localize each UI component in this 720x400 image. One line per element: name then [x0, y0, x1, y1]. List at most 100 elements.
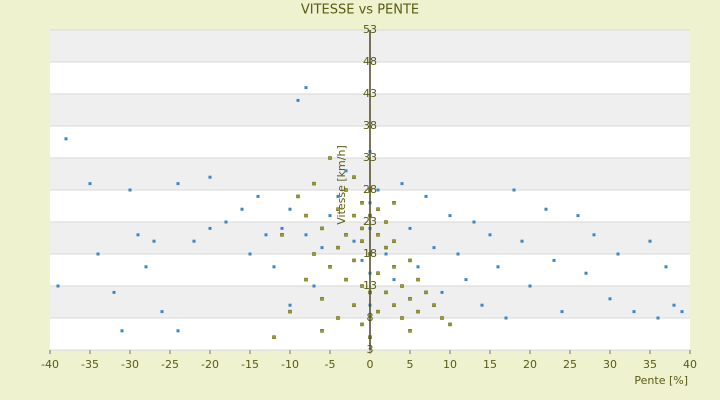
point [304, 233, 308, 237]
point [488, 233, 492, 237]
point [360, 258, 364, 262]
point [472, 220, 476, 224]
point [544, 207, 548, 211]
point [664, 265, 668, 269]
point [320, 297, 324, 301]
point [408, 297, 412, 301]
point [288, 309, 292, 314]
x-axis-title: Pente [%] [634, 374, 688, 387]
y-axis-title: Vitesse [km/h] [335, 145, 348, 225]
point [528, 284, 532, 288]
point [352, 258, 356, 263]
point [392, 278, 396, 282]
point [64, 137, 68, 141]
point [448, 214, 452, 218]
point [360, 284, 364, 288]
point [352, 175, 356, 179]
x-tick-label: 30 [603, 358, 617, 371]
point [328, 265, 332, 269]
point [360, 226, 364, 231]
point [224, 220, 228, 224]
point [240, 207, 244, 211]
point [496, 265, 500, 269]
point [176, 329, 180, 333]
point [632, 310, 636, 314]
point [360, 201, 364, 205]
point [272, 265, 276, 269]
point [440, 290, 444, 294]
point [304, 86, 308, 90]
point [392, 201, 396, 205]
x-tick-label: 15 [483, 358, 497, 371]
point [376, 207, 380, 211]
point [584, 271, 588, 275]
point [408, 258, 412, 263]
point [592, 233, 596, 237]
point [128, 188, 132, 192]
x-tick-label: -35 [81, 358, 99, 371]
point [312, 284, 316, 288]
point [112, 290, 116, 294]
point [552, 258, 556, 262]
y-tick-label: 53 [363, 23, 377, 36]
point [96, 252, 100, 256]
x-tick-label: -30 [121, 358, 139, 371]
point [672, 303, 676, 307]
point [288, 303, 292, 307]
x-tick-label: -25 [161, 358, 179, 371]
point [336, 245, 340, 250]
point [680, 310, 684, 314]
point [408, 329, 412, 333]
point [248, 252, 252, 256]
x-tick-label: 20 [523, 358, 537, 371]
x-tick-label: 40 [683, 358, 697, 371]
point [400, 284, 404, 288]
point [416, 265, 420, 269]
point [376, 309, 380, 314]
x-tick-label: 0 [367, 358, 374, 371]
point [616, 252, 620, 256]
point [512, 188, 516, 192]
x-tick-label: -20 [201, 358, 219, 371]
point [336, 316, 340, 320]
point [344, 277, 348, 282]
point [344, 188, 348, 192]
point [432, 303, 436, 307]
point [336, 194, 340, 198]
point [440, 316, 444, 320]
point [312, 252, 316, 256]
point [504, 316, 508, 320]
point [144, 265, 148, 269]
point [320, 226, 324, 231]
point [360, 322, 364, 327]
point [432, 246, 436, 250]
point [272, 335, 276, 339]
point [320, 246, 324, 250]
point [296, 194, 300, 199]
x-tick-label: 5 [407, 358, 414, 371]
point [280, 226, 284, 230]
point [392, 239, 396, 243]
point [296, 98, 300, 102]
point [608, 297, 612, 301]
point [392, 265, 396, 269]
point [56, 284, 60, 288]
point [152, 239, 156, 243]
point [208, 175, 212, 179]
x-tick-label: -10 [281, 358, 299, 371]
x-tick-label: 10 [443, 358, 457, 371]
point [304, 277, 308, 282]
point [352, 213, 356, 218]
point [416, 309, 420, 314]
point [416, 277, 420, 282]
x-tick-label: -40 [41, 358, 59, 371]
point [176, 182, 180, 186]
point [464, 278, 468, 282]
point [256, 194, 260, 198]
point [120, 329, 124, 333]
point [480, 303, 484, 307]
point [160, 310, 164, 314]
x-tick-label: -5 [325, 358, 336, 371]
point [352, 303, 356, 307]
